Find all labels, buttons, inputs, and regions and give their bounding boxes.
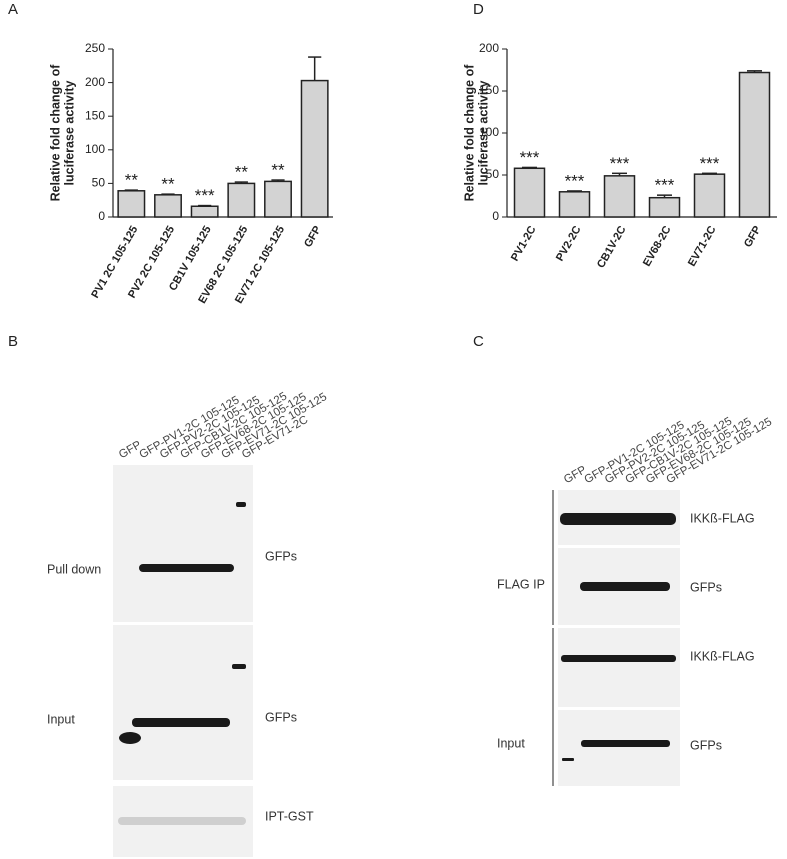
significance: ** — [161, 175, 175, 194]
bar — [190, 205, 219, 218]
significance: ** — [235, 163, 249, 182]
group-label: Input — [497, 736, 525, 750]
bar — [300, 79, 329, 218]
x-tick-label: EV71-2C — [686, 224, 719, 269]
blot-row — [558, 628, 680, 707]
x-tick-label: PV2-2C — [554, 224, 584, 263]
significance: *** — [520, 148, 540, 167]
y-axis-label: Relative fold change of — [462, 64, 476, 202]
bar — [227, 182, 256, 218]
bar — [117, 190, 146, 218]
blot-row — [113, 465, 253, 622]
band — [580, 582, 670, 591]
band — [236, 502, 246, 507]
group-label: Input — [47, 712, 75, 726]
bar — [738, 71, 771, 218]
y-tick-label: 150 — [479, 83, 499, 97]
y-tick-label: 150 — [85, 108, 105, 122]
bar — [603, 175, 636, 218]
x-tick-label: PV1-2C — [509, 224, 539, 263]
significance: *** — [700, 154, 720, 173]
panel-label: B — [8, 333, 18, 350]
band — [132, 718, 230, 727]
row-label: IKKß-FLAG — [690, 511, 755, 525]
significance: ** — [125, 171, 139, 190]
y-tick-label: 250 — [85, 41, 105, 55]
significance: *** — [610, 154, 630, 173]
x-tick-label: CB1V-2C — [595, 224, 629, 270]
y-tick-label: 200 — [85, 75, 105, 89]
blot-row — [113, 625, 253, 780]
panel-label: D — [473, 1, 484, 18]
band — [581, 740, 670, 747]
row-label: GFPs — [690, 738, 722, 752]
panel-label: C — [473, 333, 484, 350]
y-tick-label: 50 — [486, 167, 500, 181]
y-tick-label: 100 — [479, 125, 499, 139]
y-tick-label: 0 — [98, 209, 105, 223]
bar — [264, 180, 292, 218]
y-tick-label: 100 — [85, 142, 105, 156]
row-label: GFPs — [265, 549, 297, 563]
band — [560, 513, 676, 525]
row-label: IKKß-FLAG — [690, 649, 755, 663]
bar — [648, 196, 681, 218]
band — [561, 655, 676, 662]
blot-c-image — [558, 490, 680, 786]
blot-b-image — [113, 465, 253, 857]
y-axis-label: luciferase activity — [476, 80, 490, 185]
group-label: Pull down — [47, 562, 101, 576]
bar — [154, 194, 182, 218]
band — [139, 564, 234, 572]
bar — [513, 167, 546, 218]
significance: ** — [271, 161, 285, 180]
bar — [558, 191, 591, 218]
band — [562, 758, 574, 761]
group-label: FLAG IP — [497, 577, 545, 591]
band — [119, 732, 141, 744]
y-axis-label: luciferase activity — [62, 80, 76, 185]
panel-label: A — [8, 1, 18, 18]
y-tick-label: 50 — [92, 176, 106, 190]
significance: *** — [655, 176, 675, 195]
blot-row — [558, 710, 680, 786]
bar — [693, 173, 726, 218]
y-tick-label: 0 — [492, 209, 499, 223]
row-label: GFPs — [265, 710, 297, 724]
band — [232, 664, 246, 669]
band — [118, 817, 246, 825]
x-tick-label: GFP — [302, 224, 324, 250]
significance: *** — [565, 171, 585, 190]
row-label: GFPs — [690, 580, 722, 594]
y-axis-label: Relative fold change of — [48, 64, 62, 202]
significance: *** — [195, 186, 215, 205]
x-tick-label: GFP — [742, 224, 764, 250]
row-label: IPT-GST — [265, 809, 314, 823]
x-tick-label: EV68-2C — [641, 224, 674, 269]
y-tick-label: 200 — [479, 41, 499, 55]
